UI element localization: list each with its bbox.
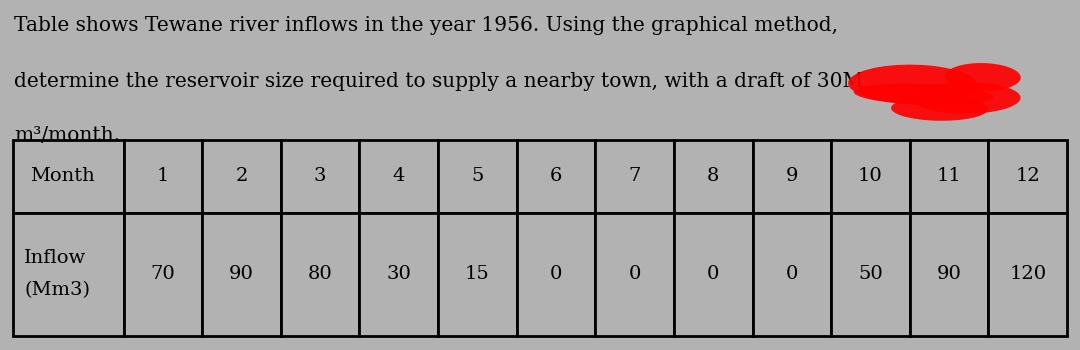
Bar (988, 212, 1067, 336)
Bar (123, 212, 202, 336)
Text: 50: 50 (859, 265, 882, 283)
Text: Table shows Tewane river inflows in the year 1956. Using the graphical method,: Table shows Tewane river inflows in the … (14, 16, 838, 35)
Bar (13, 140, 123, 212)
Bar (516, 212, 595, 336)
Bar (360, 212, 438, 336)
Bar (909, 140, 988, 212)
Text: 6: 6 (550, 167, 563, 185)
Text: 30: 30 (387, 265, 411, 283)
Text: 90: 90 (936, 265, 961, 283)
Bar (595, 212, 674, 336)
Text: 4: 4 (393, 167, 405, 185)
Text: 7: 7 (629, 167, 640, 185)
Text: 12: 12 (1015, 167, 1040, 185)
Bar (674, 140, 753, 212)
Bar (123, 140, 202, 212)
Bar (753, 212, 832, 336)
Text: 70: 70 (150, 265, 175, 283)
Text: 0: 0 (629, 265, 640, 283)
Text: 90: 90 (229, 265, 254, 283)
Bar (360, 140, 438, 212)
Text: Inflow: Inflow (24, 249, 86, 267)
Text: 120: 120 (1009, 265, 1047, 283)
Text: 80: 80 (308, 265, 333, 283)
Bar (909, 212, 988, 336)
Text: 15: 15 (465, 265, 490, 283)
Text: 3: 3 (314, 167, 326, 185)
Bar (13, 212, 123, 336)
Bar (595, 140, 674, 212)
Bar (674, 212, 753, 336)
Bar (516, 140, 595, 212)
Bar (832, 140, 909, 212)
Text: 0: 0 (785, 265, 798, 283)
Text: (Mm3): (Mm3) (24, 281, 90, 299)
Text: 11: 11 (936, 167, 961, 185)
Bar (281, 212, 360, 336)
Text: 9: 9 (785, 167, 798, 185)
Text: 5: 5 (471, 167, 484, 185)
Text: 8: 8 (707, 167, 719, 185)
Text: 1: 1 (157, 167, 170, 185)
Text: 2: 2 (235, 167, 247, 185)
Text: 0: 0 (707, 265, 719, 283)
Bar (988, 140, 1067, 212)
Text: Month: Month (29, 167, 94, 185)
Bar (753, 140, 832, 212)
Bar (202, 140, 281, 212)
Text: 0: 0 (550, 265, 563, 283)
Bar (202, 212, 281, 336)
Text: 10: 10 (859, 167, 882, 185)
Bar (832, 212, 909, 336)
Bar (438, 140, 516, 212)
Text: determine the reservoir size required to supply a nearby town, with a draft of 3: determine the reservoir size required to… (14, 72, 863, 91)
Text: m³/month.: m³/month. (14, 126, 120, 145)
Bar (438, 212, 516, 336)
Bar (281, 140, 360, 212)
